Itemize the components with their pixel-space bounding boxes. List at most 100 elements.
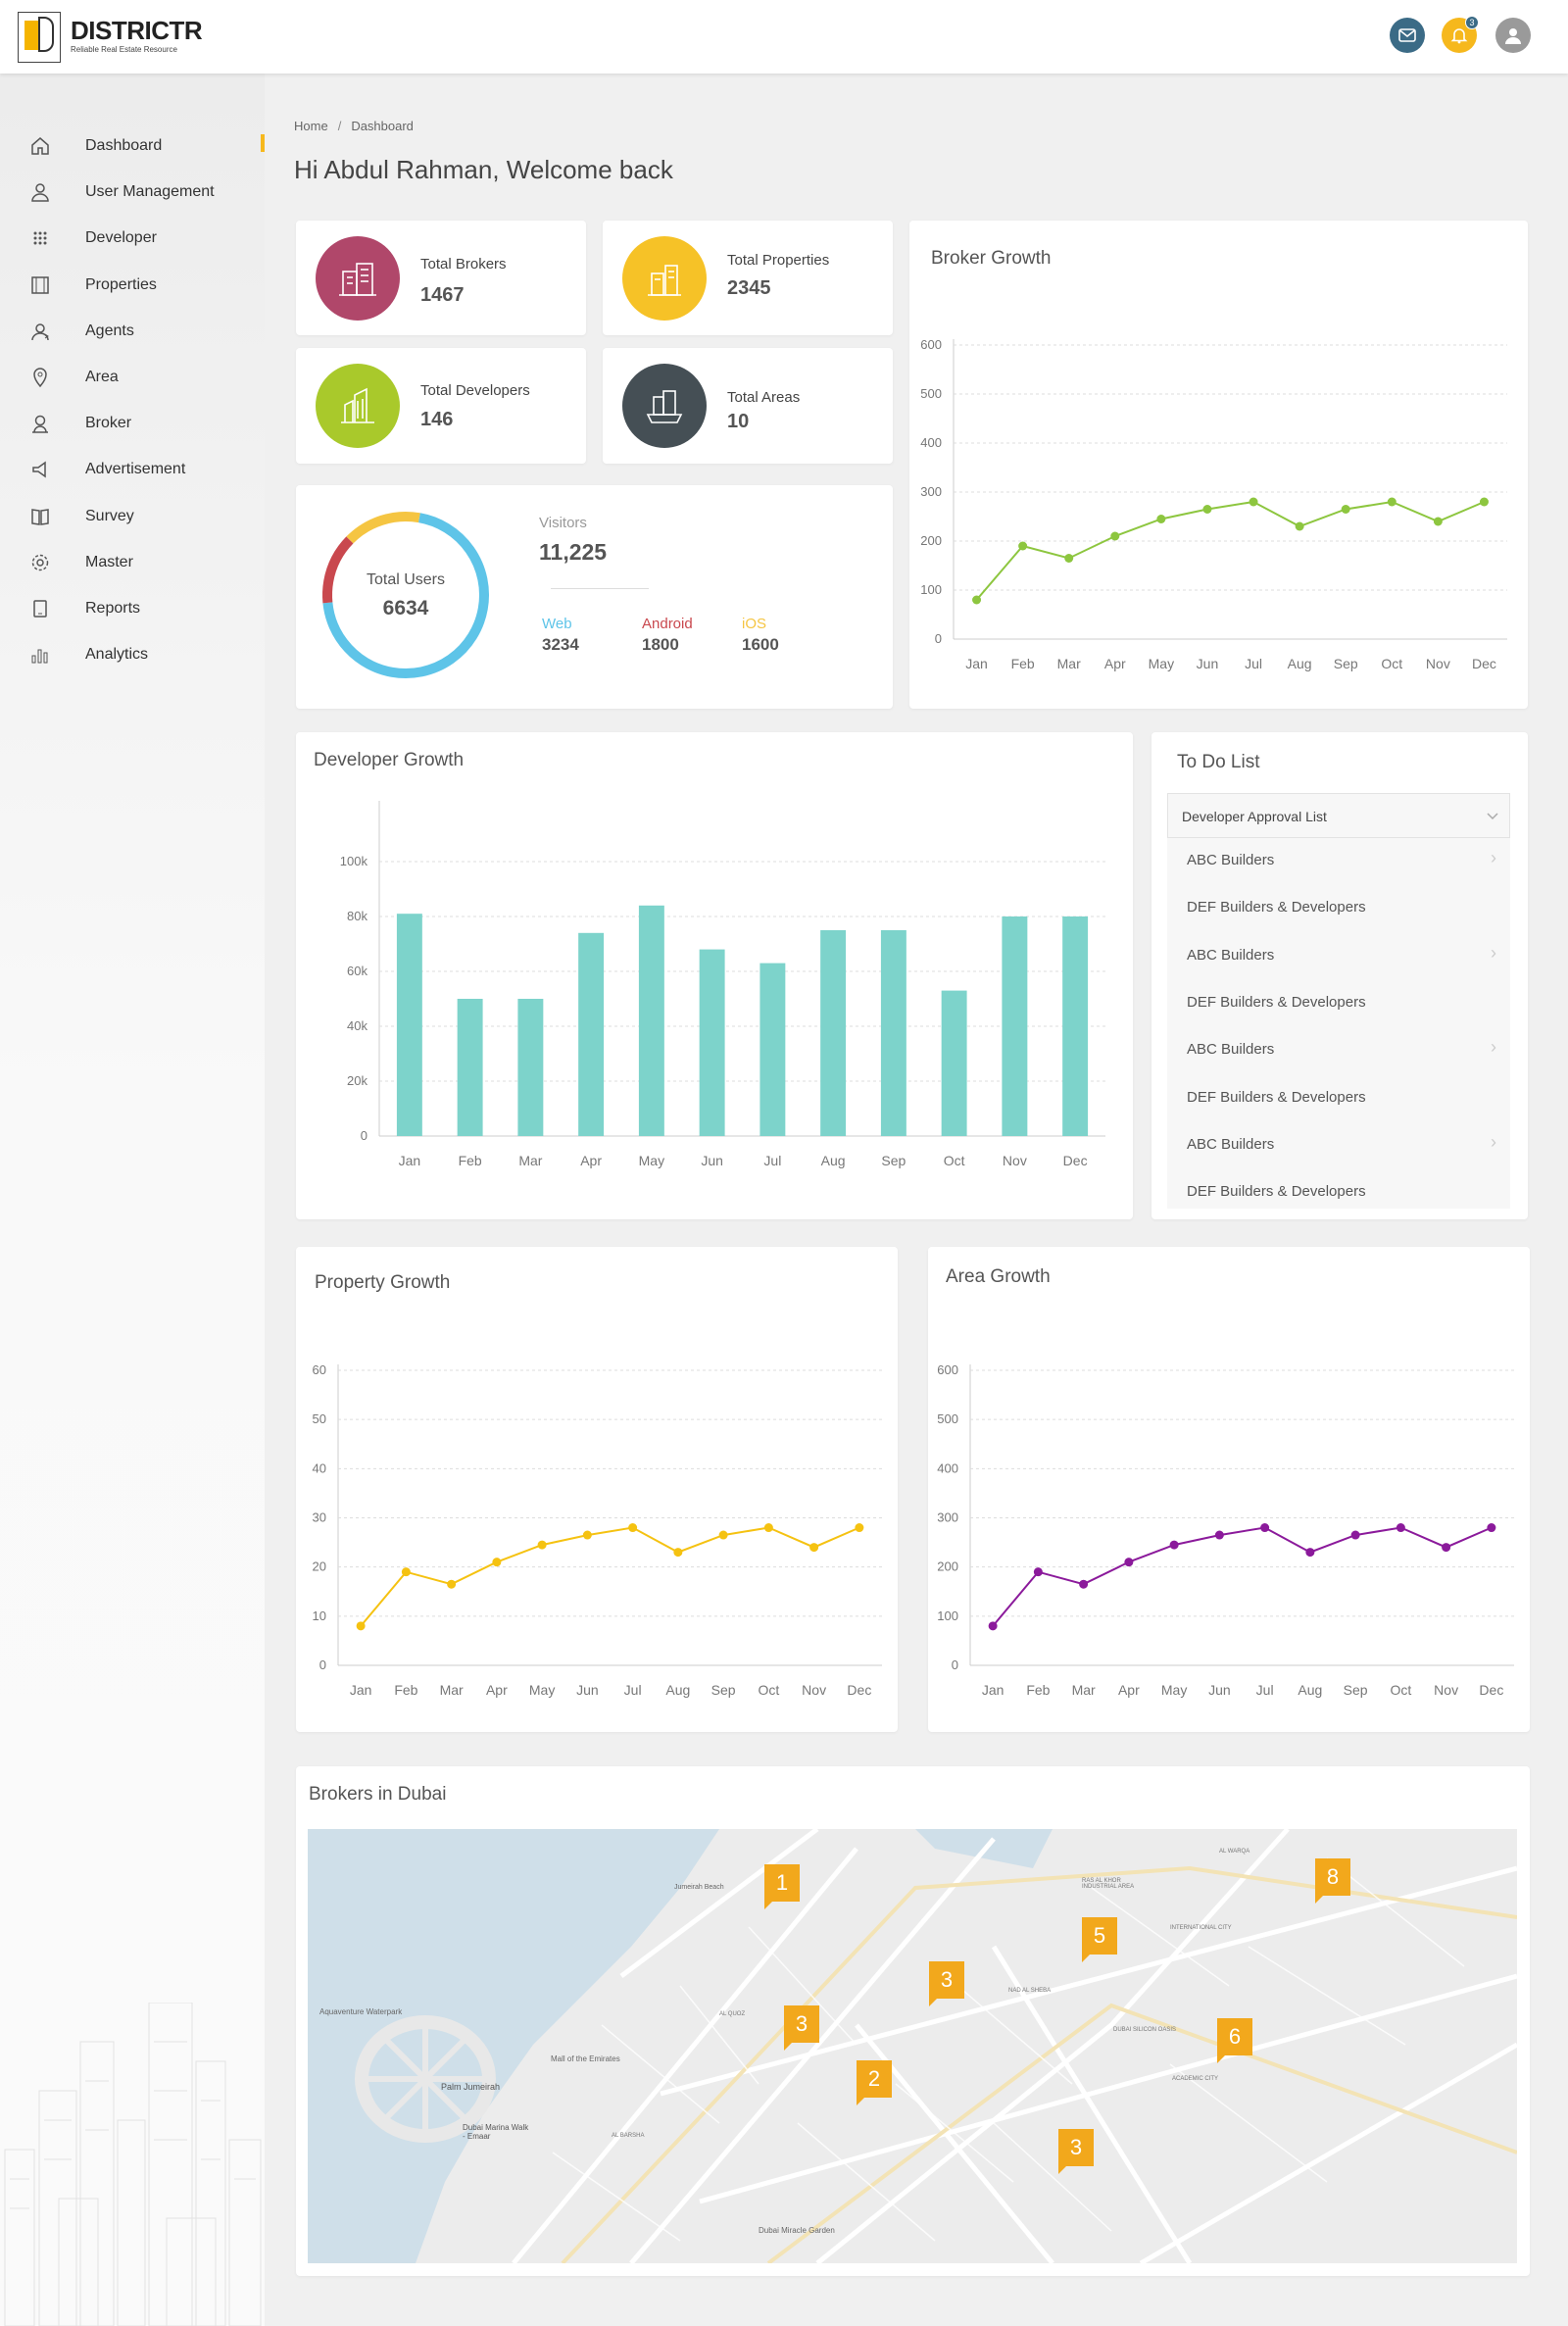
y-tick-label: 200 [920, 533, 942, 548]
broker-growth-chart: 0 100 200 300 400 500 600 Jan Feb Mar Apr May Jun Jul… [920, 337, 1507, 671]
x-tick-label: Feb [1011, 656, 1035, 671]
stat-card-areas[interactable]: Total Areas 10 [603, 348, 893, 464]
x-tick-label: Sep [1344, 1682, 1368, 1698]
data-point [1341, 505, 1350, 514]
y-tick-label: 20k [347, 1073, 368, 1088]
todo-item[interactable]: DEF Builders & Developers [1167, 885, 1510, 932]
logo[interactable]: DISTRICTR Reliable Real Estate Resource [18, 12, 203, 63]
todo-item[interactable]: ABC Builders › [1167, 933, 1510, 980]
sidebar-item-agents[interactable]: Agents [0, 312, 265, 351]
sidebar-item-area[interactable]: Area [0, 358, 265, 397]
city-area-icon [646, 390, 683, 423]
sidebar-item-label: Advertisement [85, 461, 186, 478]
x-tick-label: May [529, 1682, 555, 1698]
sidebar-item-dashboard[interactable]: Dashboard [0, 126, 265, 166]
sidebar-item-analytics[interactable]: Analytics [0, 635, 265, 674]
data-point [447, 1579, 457, 1589]
home-icon [29, 135, 51, 157]
sidebar-item-user-management[interactable]: User Management [0, 173, 265, 212]
map-pin[interactable]: 6 [1217, 2018, 1252, 2063]
sidebar-item-master[interactable]: Master [0, 543, 265, 582]
x-tick-label: Apr [580, 1153, 602, 1168]
sidebar: Dashboard User Management Developer Propert… [0, 74, 265, 2326]
y-tick-label: 60 [313, 1362, 326, 1377]
y-tick-label: 40k [347, 1018, 368, 1033]
map-pin[interactable]: 3 [1058, 2129, 1094, 2174]
sidebar-item-developer[interactable]: Developer [0, 219, 265, 258]
todo-item-label: ABC Builders [1187, 1041, 1275, 1059]
y-tick-label: 0 [935, 631, 942, 646]
area-growth-title: Area Growth [946, 1266, 1051, 1287]
y-tick-label: 300 [920, 484, 942, 499]
stat-label-brokers: Total Brokers [420, 256, 507, 272]
brokers-map[interactable]: Jumeirah Beach Palm Jumeirah Mall of the… [308, 1829, 1517, 2263]
x-tick-label: Aug [821, 1153, 846, 1168]
todo-item[interactable]: ABC Builders › [1167, 838, 1510, 885]
data-point [1305, 1548, 1315, 1558]
series-line [992, 1526, 1493, 1627]
user-avatar-button[interactable] [1495, 18, 1531, 53]
todo-title: To Do List [1177, 752, 1260, 772]
todo-item-label: ABC Builders [1187, 1135, 1275, 1153]
bar [941, 990, 967, 1136]
sidebar-item-label: User Management [85, 183, 215, 201]
map-pin[interactable]: 1 [764, 1864, 800, 1909]
map-pin[interactable]: 3 [929, 1961, 964, 2006]
film-icon [29, 274, 51, 296]
x-tick-label: Jul [624, 1682, 642, 1698]
sidebar-item-survey[interactable]: Survey [0, 497, 265, 536]
breadcrumb: Home / Dashboard [294, 119, 414, 133]
y-tick-label: 600 [937, 1362, 958, 1377]
y-tick-label: 40 [313, 1460, 326, 1475]
todo-item[interactable]: DEF Builders & Developers [1167, 1169, 1510, 1216]
stat-circle-developers [316, 364, 400, 448]
donut-android-segment [322, 512, 489, 678]
visitors-value: 11,225 [539, 539, 608, 565]
map-pin[interactable]: 5 [1082, 1917, 1117, 1962]
stat-card-brokers[interactable]: Total Brokers 1467 [296, 221, 586, 335]
y-tick-label: 80k [347, 909, 368, 923]
breadcrumb-home[interactable]: Home [294, 119, 328, 133]
y-tick-label: 30 [313, 1510, 326, 1525]
todo-list: ABC Builders › DEF Builders & Developers AB… [1167, 838, 1510, 1209]
x-tick-label: Apr [1104, 656, 1126, 671]
todo-item[interactable]: ABC Builders › [1167, 1122, 1510, 1169]
data-point [1350, 1530, 1360, 1540]
stat-card-developers[interactable]: Total Developers 146 [296, 348, 586, 464]
stat-circle-properties [622, 236, 707, 321]
sidebar-item-label: Analytics [85, 646, 149, 664]
bar [820, 930, 847, 1136]
mail-button[interactable] [1390, 18, 1425, 53]
sidebar-item-reports[interactable]: Reports [0, 589, 265, 628]
todo-dropdown[interactable]: Developer Approval List [1167, 793, 1510, 838]
welcome-heading: Hi Abdul Rahman, Welcome back [294, 155, 673, 184]
y-tick-label: 0 [952, 1658, 958, 1672]
x-tick-label: Jan [350, 1682, 372, 1698]
chevron-right-icon: › [1491, 848, 1496, 867]
map-pin[interactable]: 3 [784, 2005, 819, 2051]
map-pin[interactable]: 2 [857, 2060, 892, 2105]
map-pin[interactable]: 8 [1315, 1858, 1350, 1904]
todo-item[interactable]: ABC Builders › [1167, 1027, 1510, 1074]
todo-card: To Do List Developer Approval List ABC B… [1152, 732, 1528, 1219]
data-point [1033, 1567, 1043, 1577]
x-tick-label: Jul [763, 1153, 781, 1168]
stat-card-properties[interactable]: Total Properties 2345 [603, 221, 893, 335]
x-tick-label: Feb [459, 1153, 482, 1168]
data-point [1079, 1579, 1089, 1589]
sidebar-item-label: Master [85, 553, 133, 570]
developer-growth-title: Developer Growth [314, 750, 465, 770]
todo-item[interactable]: DEF Builders & Developers [1167, 980, 1510, 1027]
bar [760, 963, 786, 1136]
sidebar-item-advertisement[interactable]: Advertisement [0, 450, 265, 489]
y-tick-label: 100k [340, 854, 368, 868]
data-point [1124, 1558, 1134, 1567]
stat-label-areas: Total Areas [727, 389, 801, 406]
notifications-button[interactable]: 3 [1442, 16, 1479, 53]
sidebar-item-broker[interactable]: Broker [0, 404, 265, 443]
developer-growth-chart: 0 20k 40k 60k 80k 100k Jan Feb Mar Apr May Jun Jul Au… [340, 801, 1105, 1168]
sidebar-item-properties[interactable]: Properties [0, 266, 265, 305]
todo-item[interactable]: DEF Builders & Developers [1167, 1075, 1510, 1122]
property-growth-chart: 0 10 20 30 40 50 60 Jan Feb Mar Apr May Jun Jul Aug Sep… [313, 1362, 882, 1698]
data-point [1396, 1523, 1405, 1533]
